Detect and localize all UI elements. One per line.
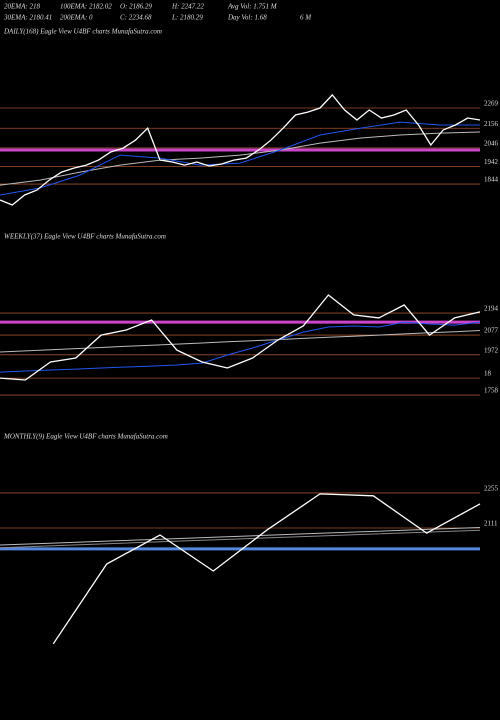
moving-average [0, 321, 481, 373]
header-stat: 20EMA: 218 [4, 3, 40, 11]
panel-title: MONTHLY(9) Eagle View U4BF charts Munafa… [3, 433, 168, 441]
y-tick-label: 2269 [484, 100, 499, 108]
y-tick-label: 2194 [484, 305, 499, 313]
header-stat: 100EMA: 2182.02 [60, 3, 112, 11]
header-stat: 200EMA: 0 [60, 14, 93, 22]
y-tick-label: 2077 [484, 327, 499, 335]
header-stat: L: 2180.29 [171, 14, 203, 22]
header-stat: Avg Vol: 1.751 M [227, 3, 278, 11]
moving-average [0, 529, 481, 549]
header-stat: 30EMA: 2180.41 [3, 14, 52, 22]
panel-title: WEEKLY(37) Eagle View U4BF charts Munafa… [4, 233, 166, 241]
y-tick-label: 2255 [484, 485, 499, 493]
y-tick-label: 2046 [484, 140, 499, 148]
y-tick-label: 2111 [484, 520, 498, 528]
header-stat: Day Vol: 1.68 [227, 14, 267, 22]
moving-average [0, 121, 480, 196]
y-tick-label: 2156 [484, 120, 499, 128]
y-tick-label: 1758 [484, 387, 499, 395]
header-stat: O: 2186.29 [120, 3, 152, 11]
header-stat: H: 2247.22 [171, 3, 204, 11]
y-tick-label: 18 [484, 370, 492, 378]
moving-average [0, 527, 481, 546]
header-stat: 6 M [300, 14, 312, 22]
panel-title: DAILY(168) Eagle View U4BF charts Munafa… [3, 28, 162, 36]
price-line [0, 294, 481, 381]
price-line [0, 93, 481, 206]
moving-average [0, 330, 481, 353]
moving-average [0, 131, 481, 186]
y-tick-label: 1844 [484, 176, 499, 184]
header-stat: C: 2234.68 [120, 14, 152, 22]
y-tick-label: 1942 [484, 158, 499, 166]
y-tick-label: 1972 [484, 346, 499, 354]
price-line [52, 493, 481, 645]
